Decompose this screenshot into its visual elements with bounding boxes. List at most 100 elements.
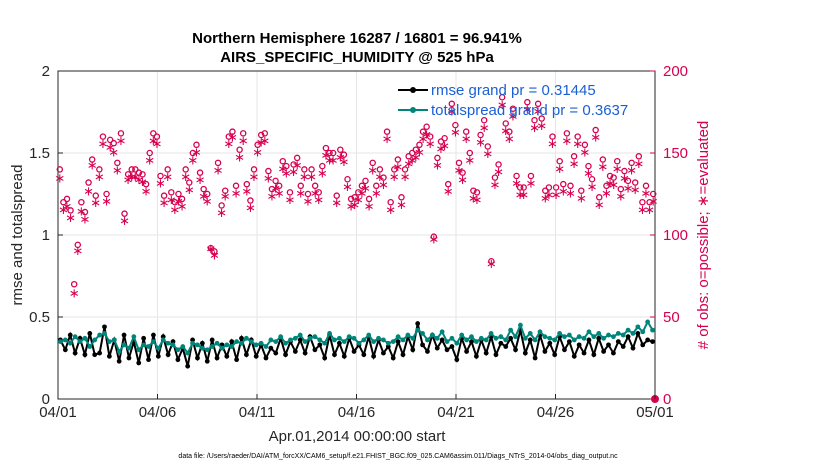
obs-evaluated-marker: ∗ — [69, 286, 80, 301]
totalspread-point — [67, 340, 73, 346]
obs-evaluated-marker: ∗ — [177, 199, 188, 214]
rmse-point — [268, 345, 274, 351]
obs-evaluated-marker: ∗ — [346, 199, 357, 214]
obs-evaluated-marker: ∗ — [148, 134, 159, 149]
obs-evaluated-marker: ∗ — [547, 137, 558, 152]
obs-evaluated-marker: ∗ — [331, 196, 342, 211]
obs-evaluated-marker: ∗ — [259, 134, 270, 149]
obs-evaluated-marker: ∗ — [137, 175, 148, 190]
obs-evaluated-marker: ∗ — [414, 145, 425, 160]
totalspread-point — [190, 340, 195, 346]
y-right-tick-label: 0 — [663, 391, 671, 408]
obs-evaluated-marker: ∗ — [644, 203, 655, 218]
obs-evaluated-marker: ∗ — [504, 132, 515, 147]
totalspread-point — [366, 332, 372, 338]
obs-possible-marker — [164, 166, 171, 173]
rmse-point — [239, 335, 244, 341]
obs-possible-marker — [599, 156, 607, 163]
totalspread-point — [199, 345, 205, 351]
legend-marker-rmse — [410, 87, 416, 93]
obs-possible-marker — [387, 198, 394, 206]
obs-possible-marker — [142, 180, 150, 188]
rmse-point — [204, 358, 210, 364]
totalspread-point — [351, 335, 357, 341]
obs-possible-marker — [135, 169, 143, 176]
obs-evaluated-marker: ∗ — [94, 170, 105, 185]
obs-possible-marker — [301, 166, 308, 173]
obs-possible-marker — [567, 182, 574, 190]
obs-possible-marker — [617, 185, 625, 193]
x-tick-label: 04/06 — [139, 404, 177, 421]
totalspread-point — [483, 337, 489, 343]
obs-possible-marker — [78, 198, 85, 206]
rmse-point — [611, 350, 616, 356]
obs-evaluated-marker: ∗ — [83, 185, 94, 200]
obs-possible-marker — [484, 143, 492, 150]
rmse-point — [454, 357, 460, 363]
obs-possible-marker — [56, 166, 64, 173]
obs-possible-marker — [193, 141, 200, 149]
obs-possible-marker — [207, 244, 215, 252]
axis-ticks: 04/01 04/06 04/11 04/16 04/21 04/26 05/0100.51… — [29, 63, 688, 421]
obs-possible-marker — [613, 157, 621, 165]
totalspread-point — [116, 349, 122, 354]
obs-evaluated-marker: ∗ — [306, 170, 317, 185]
totalspread-point — [302, 339, 308, 344]
rmse-point — [615, 339, 621, 344]
totalspread-point — [346, 334, 352, 340]
obs-evaluated-marker: ∗ — [144, 154, 155, 169]
obs-possible-marker — [117, 130, 125, 137]
obs-possible-marker — [437, 138, 445, 145]
obs-possible-marker — [509, 105, 517, 112]
totalspread-point — [606, 332, 611, 338]
totalspread-point — [332, 337, 337, 343]
totalspread-point — [498, 334, 504, 340]
obs-possible-marker — [229, 128, 236, 135]
rmse-point — [273, 350, 279, 356]
totalspread-point — [469, 334, 474, 340]
rmse-point — [87, 331, 93, 336]
obs-possible-marker — [581, 141, 589, 149]
x-tick-label: 04/01 — [39, 404, 77, 421]
obs-possible-marker — [326, 149, 333, 157]
obs-evaluated-marker: ∗ — [540, 191, 551, 206]
obs-possible-marker — [545, 184, 553, 191]
y-tick-label: 0 — [42, 391, 50, 408]
obs-possible-marker — [146, 149, 153, 157]
obs-possible-marker — [239, 130, 247, 137]
obs-evaluated-marker: ∗ — [515, 188, 526, 203]
rmse-point — [224, 353, 230, 359]
obs-possible-marker — [419, 128, 427, 135]
obs-possible-marker — [434, 154, 441, 162]
rmse-point — [464, 349, 470, 354]
totalspread-point — [195, 342, 200, 348]
obs-evaluated-marker: ∗ — [511, 177, 522, 192]
obs-possible-marker — [416, 141, 423, 149]
obs-evaluated-marker: ∗ — [472, 193, 483, 208]
obs-possible-marker — [347, 195, 355, 203]
obs-evaluated-marker: ∗ — [162, 170, 173, 185]
rmse-point — [283, 352, 288, 358]
obs-evaluated-marker: ∗ — [277, 162, 288, 177]
obs-possible-marker — [203, 190, 211, 198]
obs-possible-marker — [189, 149, 197, 157]
obs-evaluated-marker: ∗ — [382, 132, 393, 147]
obs-evaluated-marker: ∗ — [234, 150, 245, 165]
obs-evaluated-marker: ∗ — [367, 163, 378, 178]
obs-evaluated-marker: ∗ — [454, 163, 465, 178]
x-axis-label: Apr.01,2014 00:00:00 start — [269, 428, 447, 445]
obs-possible-marker — [265, 167, 272, 175]
totalspread-point — [58, 339, 63, 344]
obs-evaluated-marker: ∗ — [507, 109, 518, 124]
obs-evaluated-marker: ∗ — [479, 121, 490, 136]
obs-possible-marker — [358, 182, 366, 190]
rmse-point — [493, 352, 499, 358]
obs-possible-marker — [574, 133, 581, 140]
obs-evaluated-marker: ∗ — [443, 185, 454, 200]
totalspread-point — [645, 319, 651, 325]
obs-evaluated-marker: ∗ — [227, 131, 238, 146]
totalspread-point — [611, 334, 616, 340]
rmse-point — [121, 332, 127, 338]
rmse-point — [243, 352, 249, 358]
obs-evaluated-marker: ∗ — [436, 142, 447, 157]
